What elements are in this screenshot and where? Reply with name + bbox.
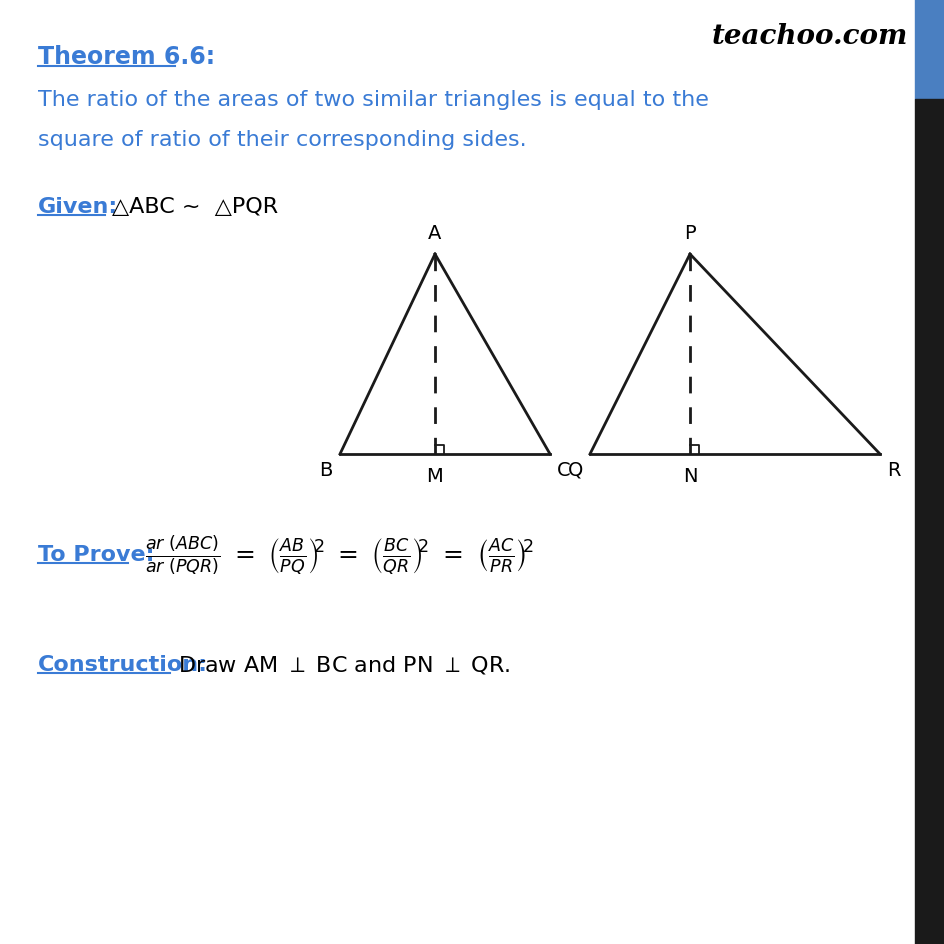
- Text: C: C: [557, 461, 570, 480]
- Text: A: A: [428, 224, 441, 243]
- Text: N: N: [682, 466, 697, 485]
- Text: The ratio of the areas of two similar triangles is equal to the: The ratio of the areas of two similar tr…: [38, 90, 708, 110]
- Text: M: M: [426, 466, 443, 485]
- Text: R: R: [886, 461, 900, 480]
- Text: △ABC ~  △PQR: △ABC ~ △PQR: [112, 196, 278, 217]
- Text: $\frac{\mathit{ar}\ \mathit{(ABC)}}{\mathit{ar}\ \mathit{(PQR)}}$$\ =\ \left(\fr: $\frac{\mathit{ar}\ \mathit{(ABC)}}{\mat…: [144, 532, 533, 576]
- Text: To Prove:: To Prove:: [38, 545, 154, 565]
- Text: Given:: Given:: [38, 196, 118, 217]
- Text: square of ratio of their corresponding sides.: square of ratio of their corresponding s…: [38, 130, 526, 150]
- Text: P: P: [683, 224, 695, 243]
- Text: Draw AM $\perp$ BC and PN $\perp$ QR.: Draw AM $\perp$ BC and PN $\perp$ QR.: [177, 653, 510, 675]
- Text: Q: Q: [567, 461, 583, 480]
- Bar: [914, 100, 944, 944]
- Text: Theorem 6.6:: Theorem 6.6:: [38, 45, 215, 69]
- Bar: [914, 0, 944, 100]
- Text: Construction:: Construction:: [38, 654, 208, 674]
- Text: B: B: [319, 461, 332, 480]
- Text: teachoo.com: teachoo.com: [711, 24, 907, 50]
